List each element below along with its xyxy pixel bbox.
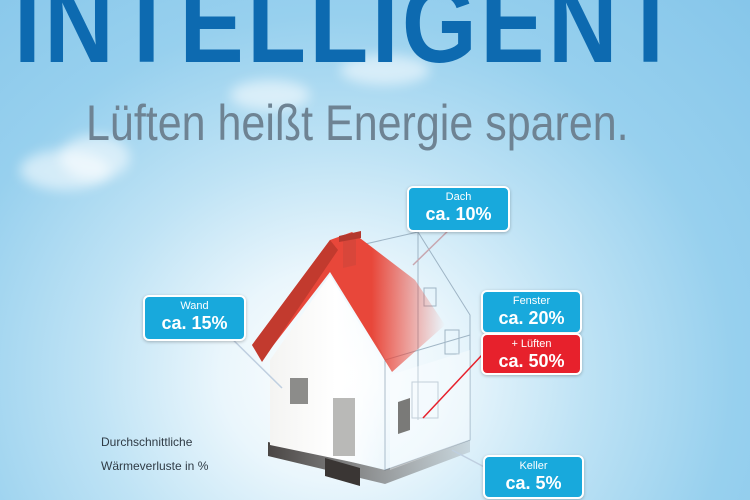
legend-note-line: Wärmeverluste in %	[101, 459, 209, 473]
roof	[252, 232, 445, 372]
house-base	[268, 440, 470, 484]
callout-label: Dach	[445, 191, 472, 203]
callout-wand: Wand ca. 15%	[143, 295, 246, 341]
callout-label: + Lüften	[511, 338, 552, 350]
headline: INTELLIGENT	[14, 0, 684, 86]
callout-keller: Keller ca. 5%	[483, 455, 584, 499]
door	[333, 398, 355, 456]
cloud	[230, 80, 310, 110]
callout-label: Wand	[180, 300, 209, 312]
cloud	[340, 55, 430, 85]
callout-dach: Dach ca. 10%	[407, 186, 510, 232]
chimney	[343, 234, 356, 268]
callout-value: ca. 50%	[498, 351, 565, 371]
callout-value: ca. 20%	[498, 308, 565, 328]
callout-label: Fenster	[512, 295, 551, 307]
house-front-wall	[270, 275, 390, 470]
connector-lueften	[422, 354, 483, 419]
front-window	[290, 378, 308, 404]
side-window	[398, 398, 410, 434]
legend-note: Durchschnittliche Wärmeverluste in %	[101, 430, 208, 478]
callout-value: ca. 5%	[505, 473, 562, 493]
callout-fenster: Fenster ca. 20%	[481, 290, 582, 334]
callout-label: Keller	[519, 460, 548, 472]
cloud	[60, 135, 130, 180]
subline: Lüften heißt Energie sparen.	[86, 95, 629, 151]
callout-lueften: + Lüften ca. 50%	[481, 333, 582, 375]
callout-value: ca. 15%	[161, 313, 228, 333]
callout-value: ca. 10%	[425, 204, 492, 224]
legend-note-line: Durchschnittliche	[101, 435, 193, 449]
